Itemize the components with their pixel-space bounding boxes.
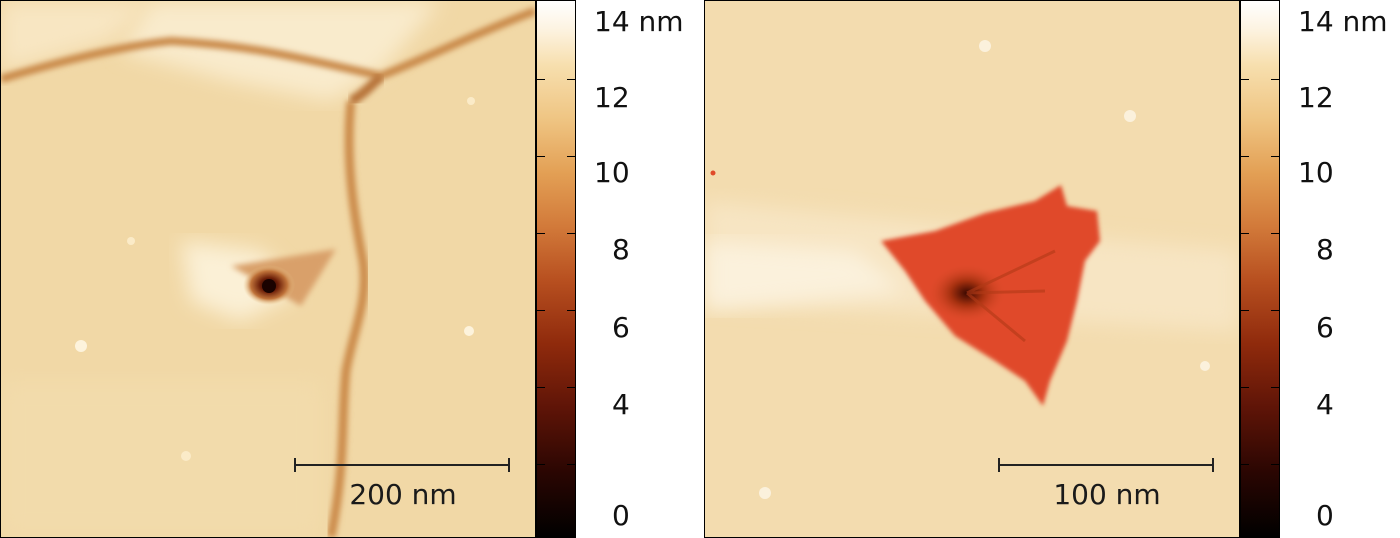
colorbar-right-tick-0: 0 (1316, 499, 1334, 532)
scale-bar-right (999, 464, 1214, 466)
colorbar-left-unit-label: 14 nm (594, 5, 684, 38)
colorbar-right-tick-6: 6 (1316, 311, 1334, 344)
colorbar-left-tick-6: 6 (612, 311, 630, 344)
afm-panel-right: 100 nm 14 nm 12 10 8 6 4 0 (704, 0, 1400, 538)
scale-bar-left-start-cap (294, 458, 296, 472)
scale-bar-left (295, 464, 510, 466)
colorbar-right-unit-label: 14 nm (1298, 5, 1388, 38)
colorbar-left-tick-10: 10 (594, 156, 630, 189)
afm-surface-right (705, 1, 1239, 537)
scale-bar-left-end-cap (508, 458, 510, 472)
afm-panel-left: 200 nm 14 nm 12 10 8 6 4 0 (0, 0, 684, 538)
colorbar-right-tick-4: 4 (1316, 388, 1334, 421)
scale-bar-left-label: 200 nm (349, 478, 457, 511)
afm-height-map-right (704, 0, 1240, 538)
scale-bar-right-start-cap (998, 458, 1000, 472)
colorbar-right-tick-10: 10 (1298, 156, 1334, 189)
afm-height-map-left (0, 0, 536, 538)
afm-surface-left (1, 1, 535, 537)
colorbar-left-tick-8: 8 (612, 233, 630, 266)
colorbar-left-tick-12: 12 (594, 81, 630, 114)
colorbar-left-tick-4: 4 (612, 388, 630, 421)
colorbar-right-tick-12: 12 (1298, 81, 1334, 114)
colorbar-right-tick-8: 8 (1316, 233, 1334, 266)
scale-bar-right-label: 100 nm (1053, 478, 1161, 511)
colorbar-left-tick-0: 0 (612, 499, 630, 532)
height-colorbar-right (1240, 0, 1280, 538)
scale-bar-right-end-cap (1212, 458, 1214, 472)
height-colorbar-left (536, 0, 576, 538)
